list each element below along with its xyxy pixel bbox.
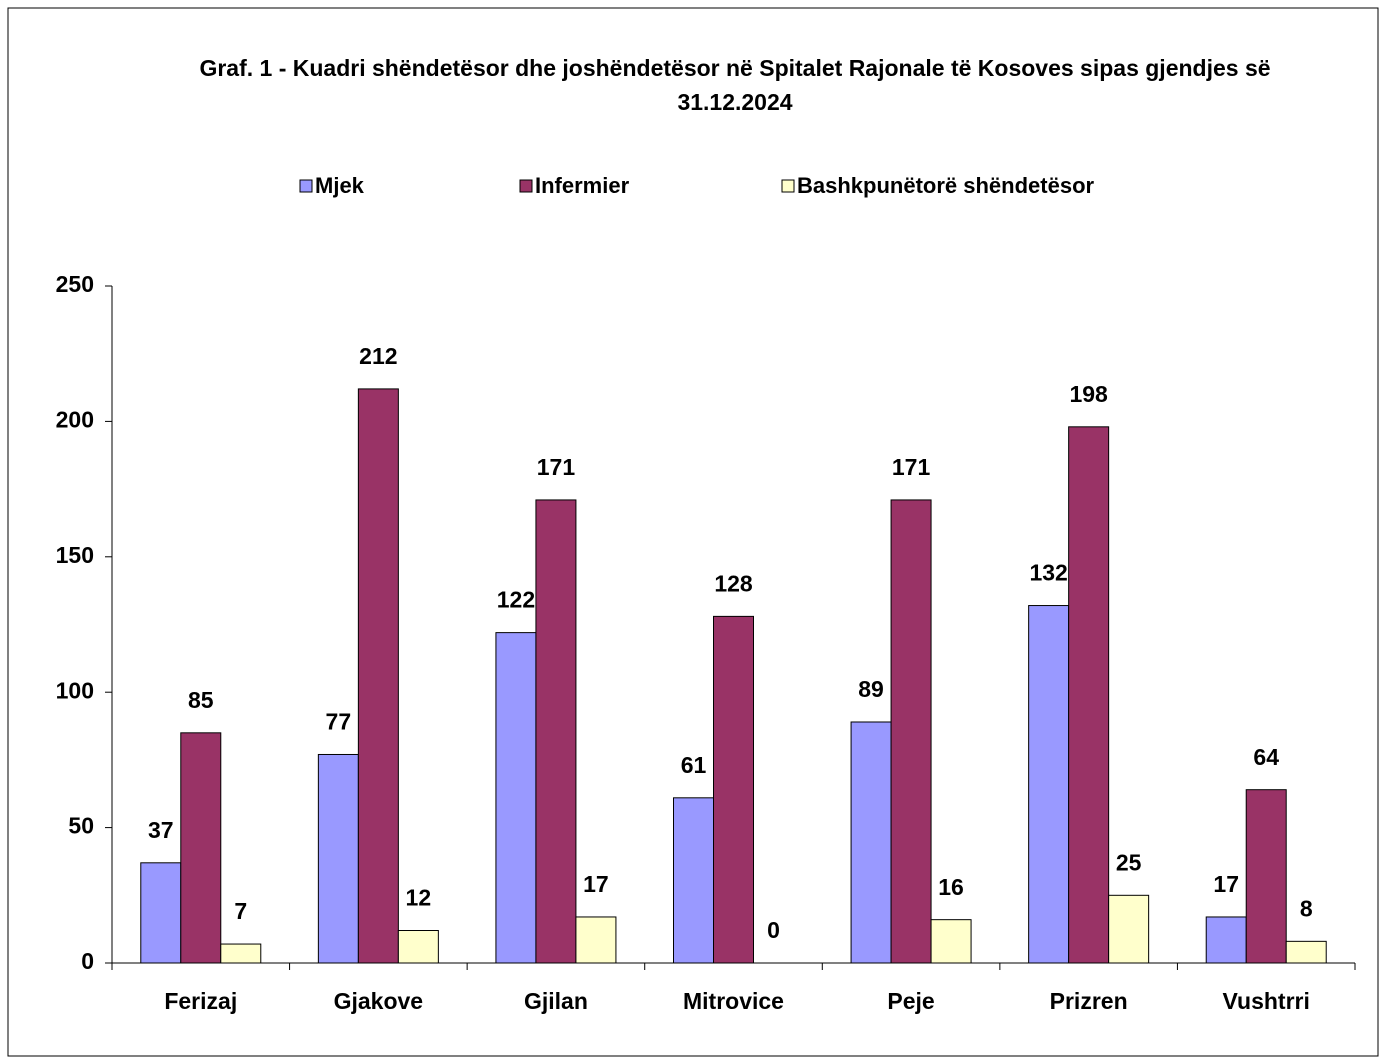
bar xyxy=(713,615,754,964)
bar xyxy=(1285,940,1327,964)
x-tick-label: Prizren xyxy=(1050,988,1128,1014)
bar xyxy=(220,943,262,964)
data-label: 16 xyxy=(938,874,964,900)
bar xyxy=(850,721,892,964)
legend-label: Bashkpunëtorë shëndetësor xyxy=(797,173,1095,198)
bar xyxy=(180,732,222,964)
data-label: 171 xyxy=(537,454,576,480)
legend-label: Mjek xyxy=(315,173,365,198)
data-label: 25 xyxy=(1116,849,1142,875)
data-label: 17 xyxy=(1213,871,1239,897)
legend-label: Infermier xyxy=(535,173,630,198)
data-label: 132 xyxy=(1029,560,1067,586)
bar xyxy=(575,916,617,964)
y-tick-label: 150 xyxy=(56,542,94,568)
x-tick-label: Mitrovice xyxy=(683,988,784,1014)
bar xyxy=(357,388,399,964)
x-tick-label: Vushtrri xyxy=(1223,988,1310,1014)
data-label: 85 xyxy=(188,687,214,713)
y-tick-label: 200 xyxy=(56,406,94,432)
bar xyxy=(1108,894,1150,964)
data-label: 0 xyxy=(767,917,780,943)
chart-title: Graf. 1 - Kuadri shëndetësor dhe joshënd… xyxy=(199,55,1270,81)
bar xyxy=(673,797,714,964)
data-label: 198 xyxy=(1069,381,1108,407)
x-tick-label: Gjilan xyxy=(524,988,588,1014)
bar xyxy=(140,862,182,964)
bar xyxy=(1205,916,1247,964)
y-tick-label: 50 xyxy=(68,813,94,839)
y-tick-label: 0 xyxy=(81,948,94,974)
data-label: 12 xyxy=(406,885,432,911)
y-tick-label: 100 xyxy=(56,677,94,703)
data-label: 8 xyxy=(1300,895,1313,921)
bar xyxy=(397,930,439,964)
data-label: 61 xyxy=(681,752,707,778)
legend-swatch xyxy=(519,179,533,193)
data-label: 37 xyxy=(148,817,174,843)
data-label: 212 xyxy=(359,343,397,369)
data-label: 128 xyxy=(714,570,753,596)
data-label: 7 xyxy=(234,898,247,924)
data-label: 64 xyxy=(1253,744,1279,770)
chart-subtitle: 31.12.2024 xyxy=(677,89,792,115)
x-tick-label: Ferizaj xyxy=(164,988,237,1014)
data-label: 17 xyxy=(583,871,609,897)
bar xyxy=(1068,426,1110,964)
bar xyxy=(317,753,359,964)
data-label: 122 xyxy=(497,587,535,613)
x-tick-label: Gjakove xyxy=(334,988,424,1014)
bar xyxy=(890,499,932,964)
y-tick-label: 250 xyxy=(56,271,94,297)
legend-swatch xyxy=(781,179,795,193)
bar xyxy=(1028,605,1070,964)
bar xyxy=(535,499,577,964)
bar xyxy=(1245,789,1287,964)
data-label: 89 xyxy=(858,676,884,702)
bar xyxy=(495,632,537,964)
bar xyxy=(930,919,972,964)
data-label: 171 xyxy=(892,454,931,480)
legend-swatch xyxy=(299,179,313,193)
x-tick-label: Peje xyxy=(887,988,934,1014)
data-label: 77 xyxy=(326,709,352,735)
